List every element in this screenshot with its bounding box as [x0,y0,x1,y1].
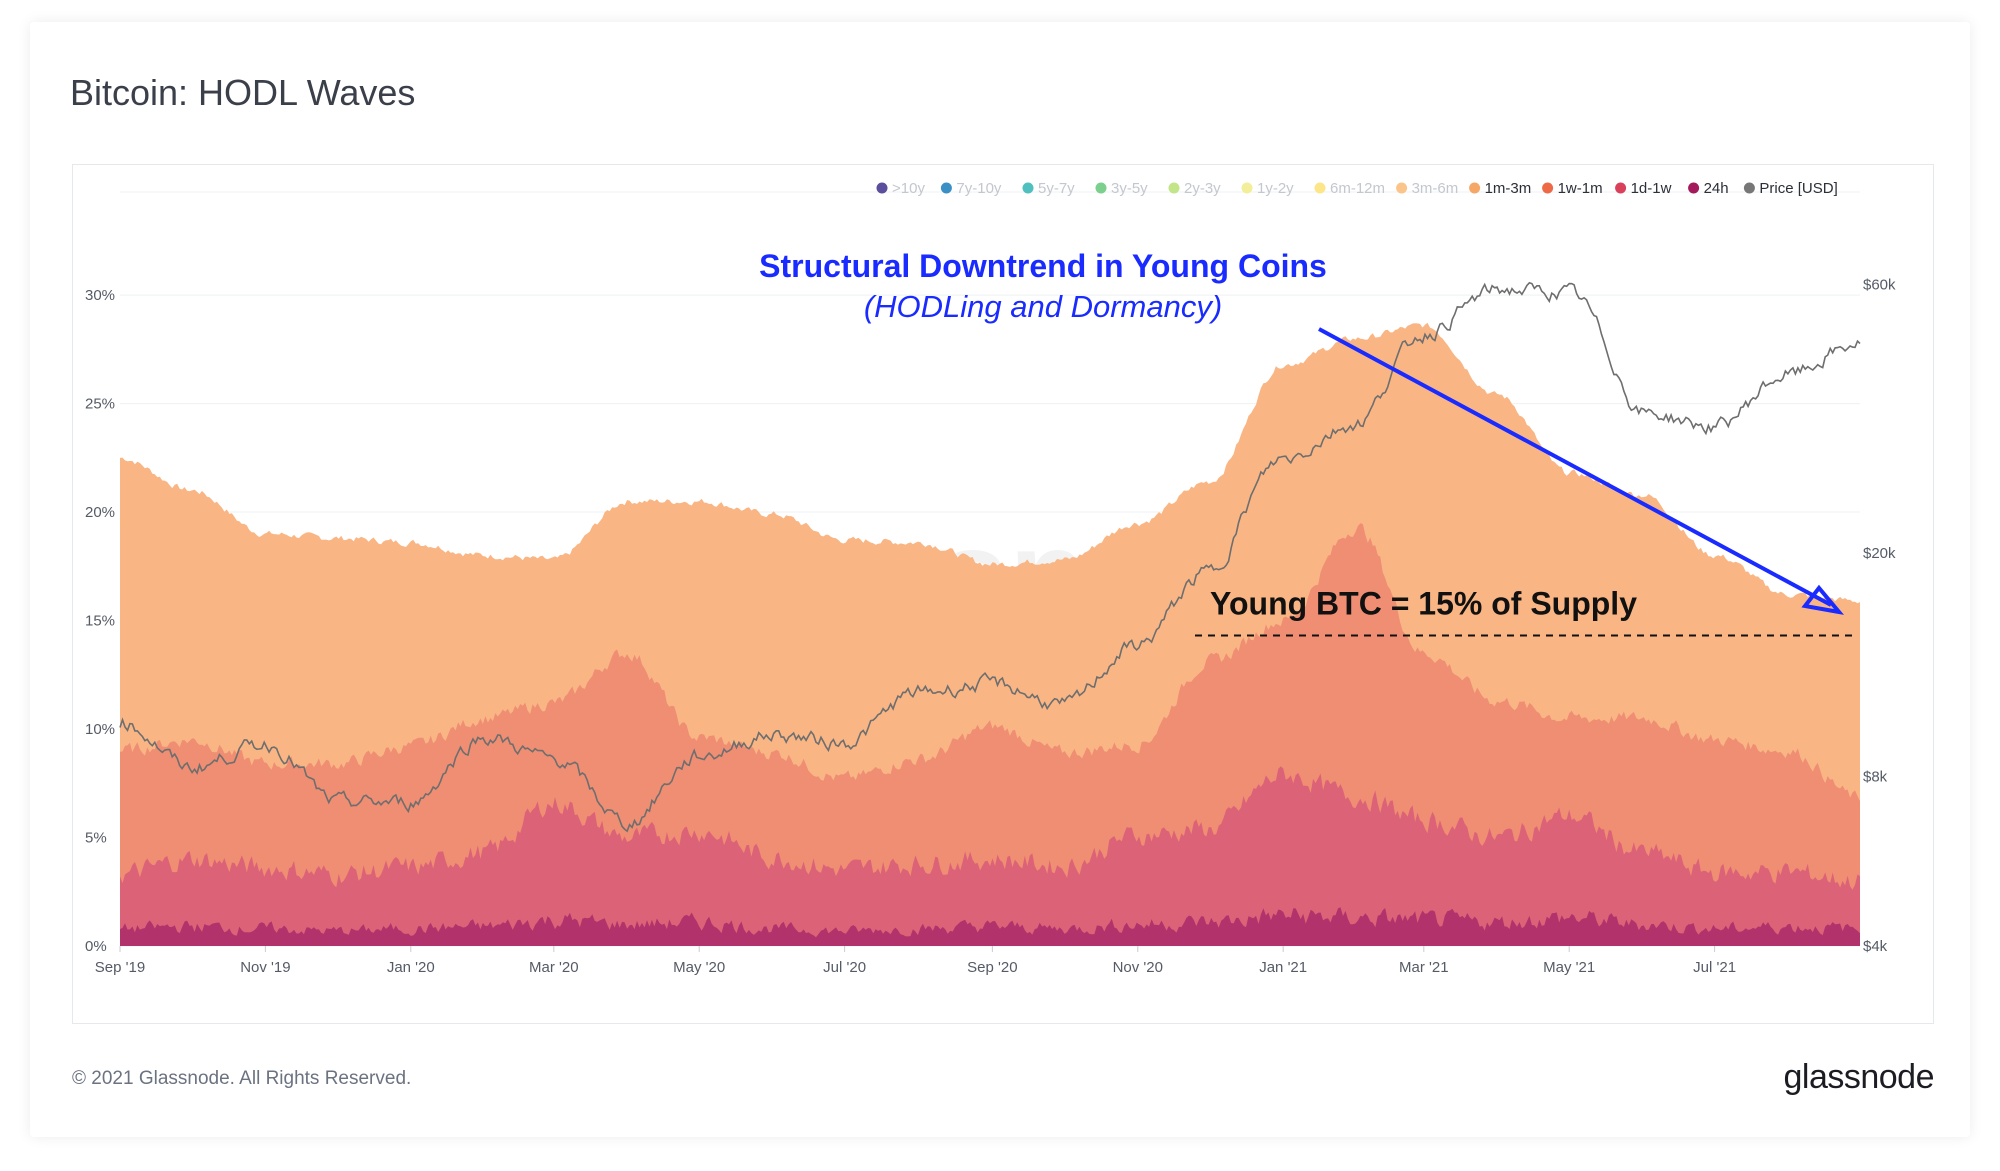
annotation-subtitle: (HODLing and Dormancy) [864,289,1222,324]
legend-swatch [1168,182,1180,194]
copyright-text: © 2021 Glassnode. All Rights Reserved. [72,1068,412,1089]
y-right-tick-label: $60k [1863,277,1896,294]
legend-item-5y7y[interactable]: 5y-7y [1022,180,1076,197]
legend-swatch [1241,182,1253,194]
trend-arrow-line [1318,327,1832,607]
legend-swatch [1743,182,1755,194]
x-tick-label: Jul '21 [1693,959,1736,976]
x-tick-label: Sep '19 [95,959,145,976]
legend-item-24h[interactable]: 24h [1688,180,1729,197]
legend-item-priceusd[interactable]: Price [USD] [1743,180,1838,197]
hodl-waves-chart[interactable]: 0% 5% 10% 15% 20% 25% 30% $4k $8k $20k $60k Sep '19… [73,165,1933,1023]
legend-swatch [1615,182,1627,194]
legend-swatch [1688,182,1700,194]
legend-swatch [1022,182,1034,194]
trend-arrow-head [1801,584,1845,615]
legend-item-3y5y[interactable]: 3y-5y [1095,180,1149,197]
legend-item-7y10y[interactable]: 7y-10y [940,180,1002,197]
legend-label: 1d-1w [1631,180,1672,197]
page-title: Bitcoin: HODL Waves [70,72,416,113]
annotation-title: Structural Downtrend in Young Coins [759,248,1327,284]
legend-label: 3m-6m [1412,180,1459,197]
y-left-tick-label: 30% [85,287,115,304]
x-tick-label: May '21 [1543,959,1595,976]
legend-item-1w1m[interactable]: 1w-1m [1542,180,1603,197]
legend-label: 6m-12m [1330,180,1385,197]
area-series-24h[interactable] [120,907,1860,946]
legend-item-3m6m[interactable]: 3m-6m [1396,180,1458,197]
legend-swatch [1314,182,1326,194]
y-right-tick-label: $8k [1863,769,1888,786]
x-tick-label: May '20 [673,959,725,976]
legend-swatch [1095,182,1107,194]
legend-label: 1y-2y [1257,180,1294,197]
brand-logo: glassnode [1783,1058,1934,1096]
y-left-tick-label: 10% [85,721,115,738]
legend-swatch [1469,182,1481,194]
price-line[interactable] [119,281,1861,833]
legend-label: 7y-10y [956,180,1002,197]
legend-item-1d1w[interactable]: 1d-1w [1615,180,1672,197]
legend-swatch [876,182,888,194]
x-tick-label: Jan '21 [1259,959,1307,976]
legend-label: 1w-1m [1558,180,1603,197]
y-right-tick-label: $20k [1863,545,1896,562]
legend-swatch [940,182,952,194]
legend-label: 2y-3y [1184,180,1221,197]
y-left-tick-label: 25% [85,396,115,413]
legend-label: Price [USD] [1759,180,1837,197]
y-left-tick-label: 5% [85,830,107,847]
legend-label: 5y-7y [1038,180,1075,197]
x-tick-label: Jan '20 [387,959,435,976]
legend-item-1y2y[interactable]: 1y-2y [1241,180,1295,197]
x-tick-label: Jul '20 [823,959,866,976]
legend-item-1m3m[interactable]: 1m-3m [1469,180,1531,197]
x-tick-label: Mar '20 [529,959,579,976]
legend-swatch [1396,182,1408,194]
legend-item-10y[interactable]: >10y [876,180,926,197]
y-left-tick-label: 0% [85,938,107,955]
chart-panel: 0% 5% 10% 15% 20% 25% 30% $4k $8k $20k $60k Sep '19… [72,164,1934,1024]
legend-label: 1m-3m [1485,180,1532,197]
legend-label: >10y [892,180,925,197]
y-left-tick-label: 20% [85,504,115,521]
legend-item-6m12m[interactable]: 6m-12m [1314,180,1386,197]
legend-swatch [1542,182,1554,194]
y-left-tick-label: 15% [85,613,115,630]
y-right-tick-label: $4k [1863,938,1888,955]
x-tick-label: Mar '21 [1399,959,1449,976]
young-btc-label: Young BTC = 15% of Supply [1210,586,1637,622]
x-tick-label: Nov '20 [1113,959,1163,976]
x-tick-label: Sep '20 [967,959,1017,976]
legend-label: 3y-5y [1111,180,1148,197]
x-tick-label: Nov '19 [240,959,290,976]
legend-item-2y3y[interactable]: 2y-3y [1168,180,1222,197]
area-series-1d1w[interactable] [120,766,1860,946]
legend-label: 24h [1704,180,1729,197]
